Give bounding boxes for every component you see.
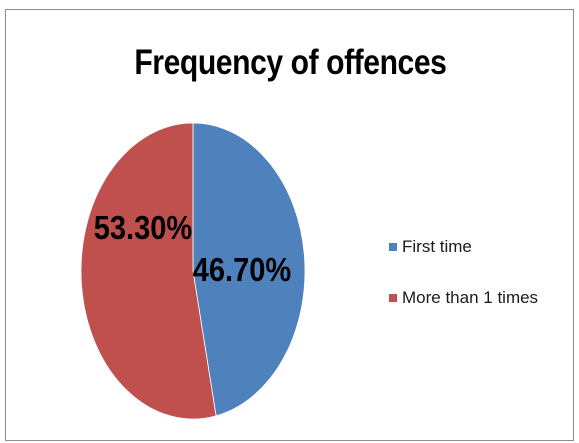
data-label-first-time: 46.70% bbox=[193, 251, 291, 288]
pie-slice-more-than-1-times bbox=[80, 122, 217, 420]
pie-slice-first-time bbox=[192, 122, 306, 417]
data-label-more-than-1-times: 53.30% bbox=[94, 209, 192, 246]
chart-title: Frequency of offences bbox=[134, 43, 447, 82]
